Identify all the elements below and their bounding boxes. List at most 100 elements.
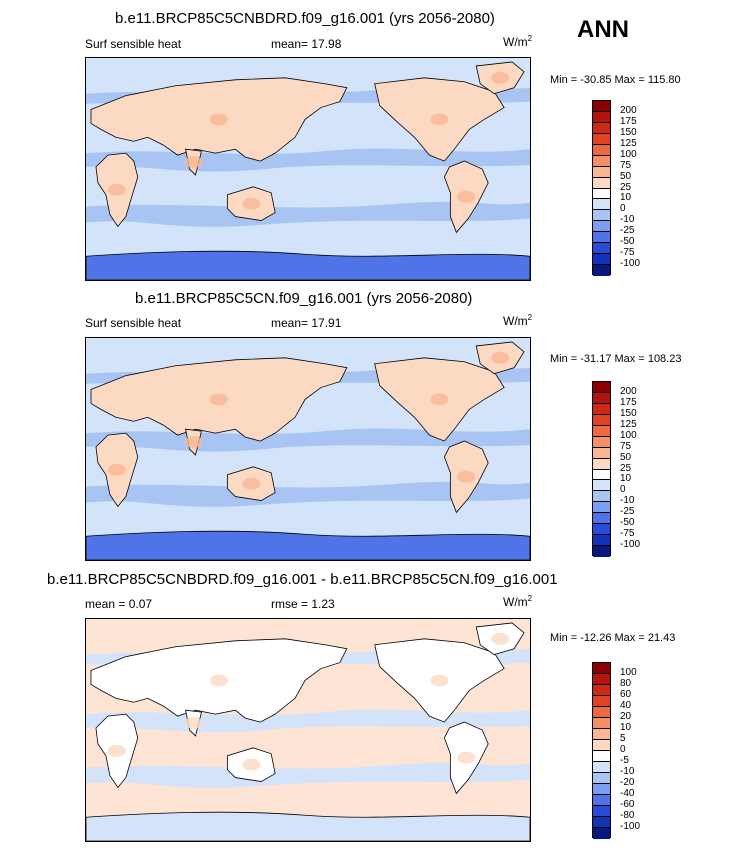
colorbar-cell [593, 188, 610, 200]
colorbar-level-label: 150 [620, 407, 637, 419]
colorbar-cell [593, 751, 610, 762]
colorbar-level-label: 200 [620, 104, 637, 116]
season-label: ANN [577, 16, 629, 43]
colorbar-cell [593, 513, 610, 525]
colorbar-level-label: 150 [620, 126, 637, 138]
colorbar-cell [593, 436, 610, 448]
colorbar-panel-2 [592, 381, 611, 557]
min-max-label: Min = -30.85 Max = 115.80 [550, 74, 681, 86]
colorbar-level-label: -100 [620, 539, 641, 551]
colorbar-cell [593, 502, 610, 514]
world-map [86, 338, 530, 560]
colorbar-level-label: -25 [620, 225, 635, 237]
colorbar-panel-1 [592, 100, 611, 276]
colorbar-level-label: -10 [620, 214, 635, 226]
colorbar-level-label: 125 [620, 418, 637, 430]
colorbar-level-label: -40 [620, 788, 635, 799]
colorbar-level-label: -25 [620, 506, 635, 518]
continent-south-america-warm-spot [457, 190, 476, 203]
colorbar-cell [593, 403, 610, 415]
colorbar-cell [593, 806, 610, 817]
colorbar-level-label: -100 [620, 821, 641, 832]
colorbar-panel-3 [592, 662, 611, 839]
continent-australia-warm-spot [242, 197, 261, 210]
continent-india-warm-spot [184, 717, 203, 730]
colorbar-cell [593, 425, 610, 437]
colorbar-cell [593, 144, 610, 156]
diff-mean-label: mean = 0.07 [85, 597, 153, 611]
units-label: W/m2 [503, 594, 533, 609]
colorbar-level-label: 75 [620, 159, 632, 171]
continent-australia-warm-spot [242, 477, 261, 490]
colorbar-level-label: 10 [620, 722, 632, 733]
continent-greenland-warm-spot [491, 71, 510, 84]
colorbar-cell [593, 784, 610, 795]
colorbar-cell [593, 828, 610, 839]
colorbar-cell [593, 773, 610, 784]
colorbar-level-label: 10 [620, 192, 632, 204]
field-label: Surf sensible heat [85, 37, 182, 51]
continent-antarctica [86, 811, 530, 841]
colorbar-cell [593, 133, 610, 145]
colorbar-cell [593, 265, 610, 276]
colorbar-level-label: -10 [620, 495, 635, 507]
colorbar-cell [593, 535, 610, 547]
colorbar-cell [593, 663, 610, 674]
map-panel-1 [85, 57, 531, 281]
colorbar-level-label: 10 [620, 473, 632, 485]
colorbar-cell [593, 392, 610, 404]
continent-europe-asia-warm-spot [209, 393, 228, 406]
continent-africa-warm-spot [107, 744, 126, 757]
colorbar-level-label: -80 [620, 810, 635, 821]
colorbar-level-label: 100 [620, 429, 637, 441]
map-panel-3 [85, 618, 531, 842]
colorbar-cell [593, 199, 610, 211]
colorbar-cell [593, 718, 610, 729]
colorbar-level-label: 0 [620, 203, 626, 215]
colorbar-cell [593, 254, 610, 266]
colorbar-level-label: -75 [620, 247, 635, 259]
colorbar-cell [593, 243, 610, 255]
colorbar-level-label: 20 [620, 711, 632, 722]
colorbar-cell [593, 546, 610, 557]
continent-north-america-warm-spot [430, 393, 449, 406]
colorbar-cell [593, 817, 610, 828]
continent-africa-warm-spot [107, 463, 126, 476]
colorbar-cell [593, 155, 610, 167]
colorbar-level-label: -60 [620, 799, 635, 810]
colorbar-cell [593, 210, 610, 222]
units-label: W/m2 [503, 313, 533, 328]
colorbar-level-label: 80 [620, 678, 632, 689]
field-label: Surf sensible heat [85, 316, 182, 330]
continent-india-warm-spot [184, 436, 203, 449]
colorbar-level-label: 25 [620, 181, 632, 193]
continent-europe-asia-warm-spot [209, 674, 228, 687]
colorbar-cell [593, 685, 610, 696]
colorbar-level-label: 25 [620, 462, 632, 474]
colorbar-cell [593, 447, 610, 459]
continent-south-america-warm-spot [457, 470, 476, 483]
panel-title: b.e11.BRCP85C5CN.f09_g16.001 (yrs 2056-2… [135, 290, 473, 307]
colorbar-level-label: 50 [620, 170, 632, 182]
continent-australia-warm-spot [242, 758, 261, 771]
world-map [86, 58, 530, 280]
colorbar-level-label: 75 [620, 440, 632, 452]
continent-north-america-warm-spot [430, 674, 449, 687]
units-label: W/m2 [503, 34, 533, 49]
colorbar-level-label: 175 [620, 396, 637, 408]
colorbar-level-label: 125 [620, 137, 637, 149]
colorbar-level-label: 0 [620, 484, 626, 496]
southern-band [86, 201, 530, 227]
continent-india-warm-spot [184, 156, 203, 169]
colorbar-level-label: 0 [620, 744, 626, 755]
colorbar-level-label: 5 [620, 733, 626, 744]
continent-antarctica [86, 530, 530, 560]
colorbar-cell [593, 707, 610, 718]
colorbar-cell [593, 674, 610, 685]
southern-band [86, 762, 530, 788]
colorbar-cell [593, 696, 610, 707]
continent-greenland-warm-spot [491, 632, 510, 645]
colorbar-level-label: -10 [620, 766, 635, 777]
map-panel-2 [85, 337, 531, 561]
colorbar-cell [593, 524, 610, 536]
